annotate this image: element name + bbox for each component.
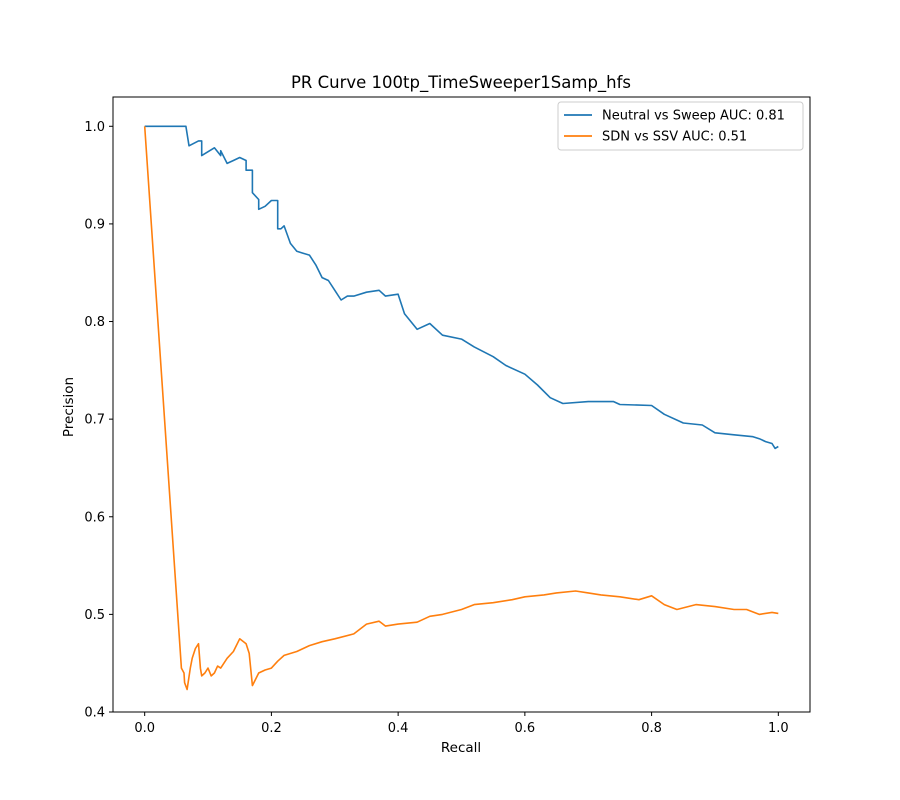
- y-tick-label: 0.4: [84, 706, 105, 721]
- chart-title: PR Curve 100tp_TimeSweeper1Samp_hfs: [291, 73, 631, 93]
- series-line-0: [144, 125, 779, 450]
- series-line-1: [143, 126, 779, 691]
- y-tick-label: 0.5: [84, 608, 105, 623]
- legend-entry: Neutral vs Sweep AUC: 0.81: [602, 109, 785, 124]
- y-tick-label: 0.6: [84, 510, 105, 525]
- x-tick-label: 0.6: [515, 721, 536, 736]
- y-tick-label: 0.8: [84, 315, 105, 330]
- y-tick-label: 1.0: [84, 120, 105, 135]
- axes: 0.0 0.2 0.4 0.6 0.8 1.0 0.4 0.5 0.6 0.7 0.8 0.9 1.0: [84, 96, 811, 736]
- x-axis-label: Recall: [441, 740, 481, 756]
- plot-area: [143, 125, 779, 691]
- y-tick-label: 0.7: [84, 413, 105, 428]
- legend: Neutral vs Sweep AUC: 0.81 SDN vs SSV AUC…: [557, 101, 804, 151]
- legend-entry: SDN vs SSV AUC: 0.51: [602, 130, 747, 145]
- x-tick-label: 0.2: [261, 721, 282, 736]
- y-tick-label: 0.9: [84, 217, 105, 232]
- x-tick-label: 0.4: [388, 721, 409, 736]
- x-tick-label: 1.0: [768, 721, 789, 736]
- x-tick-label: 0.0: [134, 721, 155, 736]
- axes-frame: [112, 96, 811, 713]
- y-axis-label: Precision: [61, 377, 77, 437]
- legend-box: [557, 101, 804, 151]
- x-tick-label: 0.8: [641, 721, 662, 736]
